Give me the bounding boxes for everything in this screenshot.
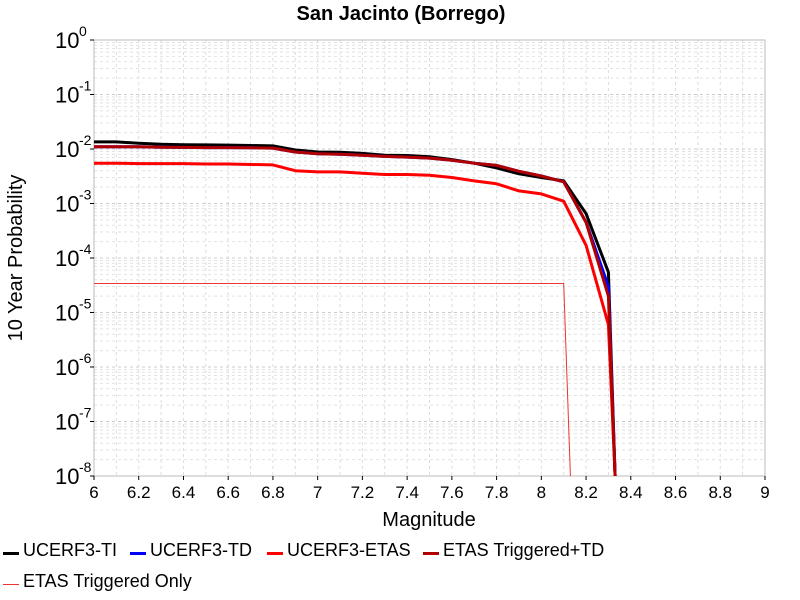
x-tick-label: 6.4 — [172, 483, 196, 502]
y-tick-label: 10 — [55, 410, 79, 435]
y-tick-exponent: -7 — [79, 405, 92, 421]
legend-swatch — [130, 551, 146, 555]
y-tick-exponent: -8 — [79, 459, 92, 475]
x-tick-label: 6 — [89, 483, 98, 502]
legend-swatch — [3, 583, 19, 585]
y-tick-label: 10 — [55, 246, 79, 271]
legend-swatch — [3, 551, 19, 555]
legend-swatch — [423, 551, 439, 555]
legend-item: UCERF3-TD — [130, 538, 252, 562]
x-tick-label: 6.6 — [216, 483, 240, 502]
x-tick-label: 8 — [537, 483, 546, 502]
legend-item: ETAS Triggered+TD — [423, 538, 604, 562]
x-tick-label: 7.6 — [440, 483, 464, 502]
x-tick-label: 8.2 — [574, 483, 598, 502]
x-tick-label: 7 — [313, 483, 322, 502]
y-tick-exponent: -5 — [79, 296, 92, 312]
legend-label: UCERF3-TD — [150, 539, 252, 560]
y-tick-exponent: -3 — [79, 187, 92, 203]
series-line-etas-triggered-td — [94, 145, 617, 477]
y-tick-exponent: -1 — [79, 78, 92, 94]
x-tick-label: 6.2 — [127, 483, 151, 502]
y-tick-label: 10 — [55, 464, 79, 489]
x-tick-label: 6.8 — [261, 483, 285, 502]
y-tick-label: 10 — [55, 192, 79, 217]
legend-label: ETAS Triggered Only — [23, 570, 192, 591]
legend-label: UCERF3-ETAS — [287, 539, 411, 560]
y-tick-label: 10 — [55, 355, 79, 380]
series-lines — [94, 140, 617, 477]
x-tick-label: 7.2 — [351, 483, 375, 502]
chart-title: San Jacinto (Borrego) — [297, 3, 506, 25]
series-line-ucerf3-etas — [94, 161, 617, 477]
legend-swatch — [267, 551, 283, 555]
y-tick-label: 10 — [55, 83, 79, 108]
x-tick-label: 7.8 — [485, 483, 509, 502]
x-tick-label: 8.8 — [708, 483, 732, 502]
x-tick-label: 9 — [760, 483, 769, 502]
x-tick-label: 8.4 — [619, 483, 643, 502]
chart: San Jacinto (Borrego) 6 6.2 6.4 6.6 6.8 7 7.2 7… — [5, 3, 770, 531]
legend-item: ETAS Triggered Only — [3, 569, 192, 593]
x-tick-label: 7.4 — [395, 483, 419, 502]
y-tick-label: 10 — [55, 301, 79, 326]
x-tick-label: 8.6 — [664, 483, 688, 502]
grid — [93, 40, 766, 477]
y-tick-exponent: -4 — [79, 241, 92, 257]
legend: UCERF3-TI UCERF3-TD UCERF3-ETAS ETAS Trigge… — [0, 538, 800, 598]
y-tick-exponent: 0 — [79, 23, 87, 39]
y-tick-label: 10 — [55, 28, 79, 53]
y-tick-exponent: -2 — [79, 132, 92, 148]
legend-label: ETAS Triggered+TD — [443, 539, 605, 560]
legend-item: UCERF3-ETAS — [267, 538, 411, 562]
legend-item: UCERF3-TI — [3, 538, 117, 562]
y-axis-label: 10 Year Probability — [5, 175, 27, 342]
x-axis-label: Magnitude — [382, 509, 475, 531]
legend-label: UCERF3-TI — [23, 539, 117, 560]
y-tick-label: 10 — [55, 137, 79, 162]
x-axis: 6 6.2 6.4 6.6 6.8 7 7.2 7.4 7.6 7.8 8 8.2 8.4 8.6 8.8 9 — [89, 476, 770, 502]
y-tick-exponent: -6 — [79, 350, 92, 366]
series-line-etas-triggered-only — [94, 283, 571, 477]
